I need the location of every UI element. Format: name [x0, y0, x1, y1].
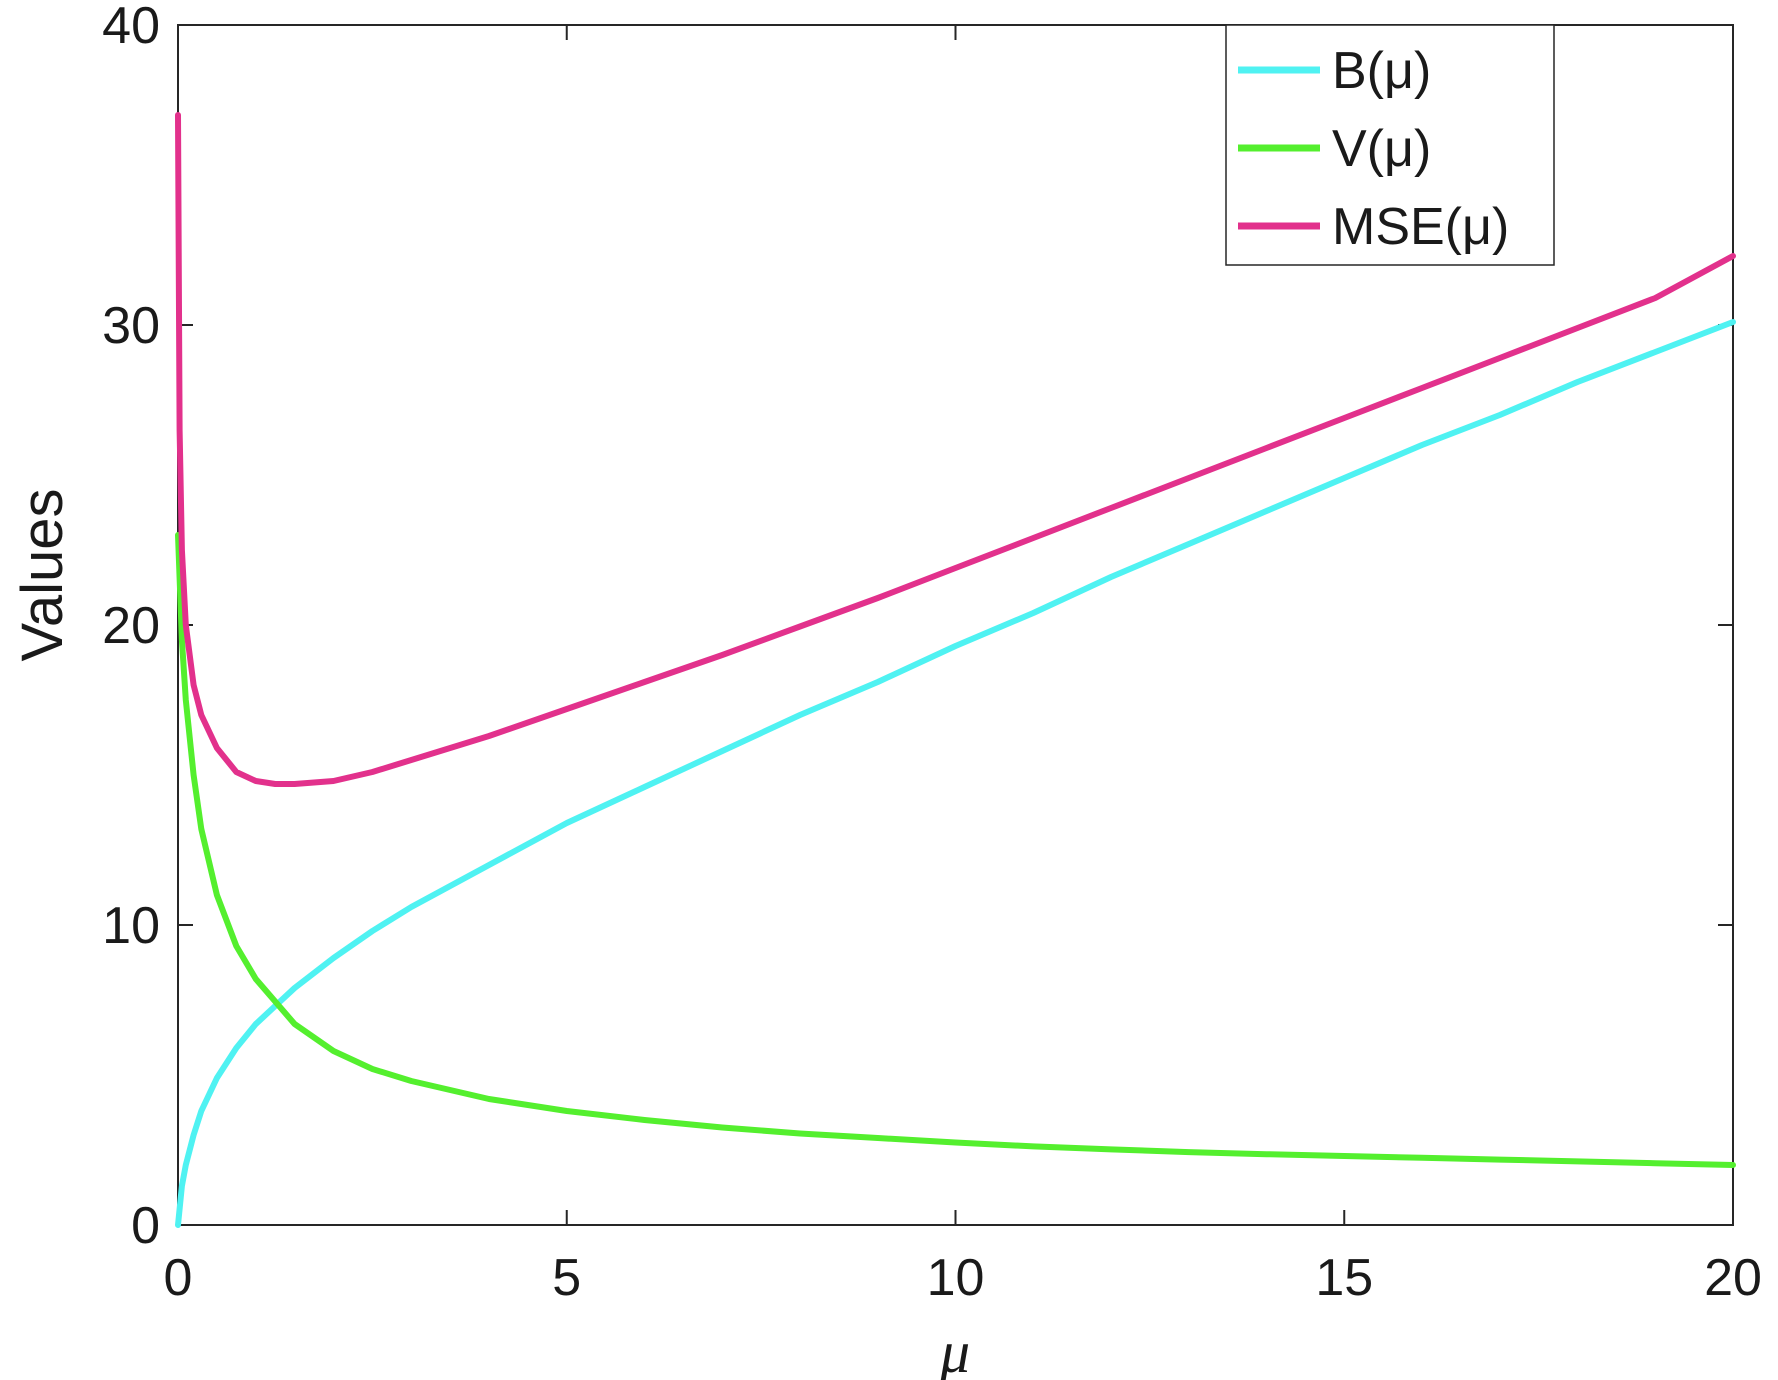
legend-label: V(μ) — [1332, 120, 1431, 178]
legend: B(μ) V(μ) MSE(μ) — [1225, 24, 1555, 266]
series-lines — [175, 112, 1736, 1228]
series-line-2 — [175, 112, 1736, 787]
series-line-0 — [175, 319, 1736, 1228]
legend-label: B(μ) — [1332, 42, 1431, 100]
y-tick-label: 40 — [102, 0, 160, 55]
y-tick-label: 10 — [102, 897, 160, 955]
legend-label: MSE(μ) — [1332, 198, 1509, 256]
legend-items: B(μ) V(μ) MSE(μ) — [1238, 42, 1509, 256]
x-tick-label: 5 — [552, 1249, 581, 1307]
y-tick-label: 20 — [102, 597, 160, 655]
x-tick-label: 10 — [927, 1249, 985, 1307]
x-tick-label: 0 — [164, 1249, 193, 1307]
series-line-1 — [175, 532, 1736, 1168]
x-tick-label: 20 — [1704, 1249, 1762, 1307]
y-axis-label: Values — [10, 488, 75, 661]
x-axis-label: μ — [939, 1319, 970, 1380]
y-tick-label: 30 — [102, 297, 160, 355]
x-tick-labels: 0 5 10 15 20 — [164, 1249, 1762, 1307]
y-tick-labels: 0 10 20 30 40 — [102, 0, 160, 1255]
y-tick-label: 0 — [131, 1197, 160, 1255]
x-tick-label: 15 — [1315, 1249, 1373, 1307]
